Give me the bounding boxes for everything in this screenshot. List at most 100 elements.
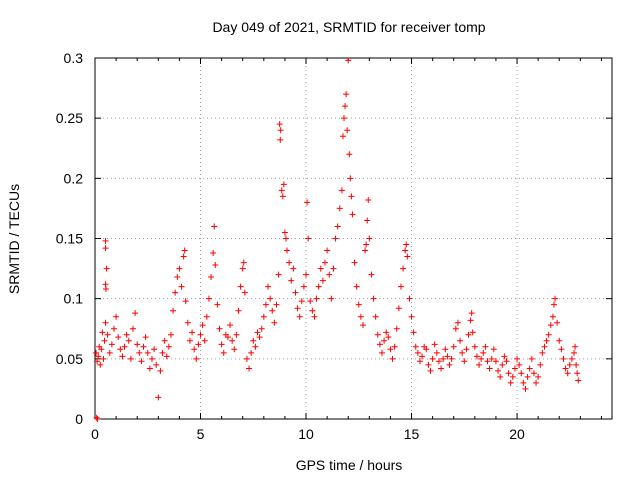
data-point	[275, 271, 282, 278]
data-point	[218, 341, 225, 348]
data-point	[438, 365, 445, 372]
data-point	[292, 289, 299, 296]
data-point	[573, 361, 580, 368]
data-point	[311, 313, 318, 320]
data-point	[176, 265, 183, 272]
data-point	[469, 329, 476, 336]
y-tick-label: 0.05	[56, 351, 83, 367]
data-point	[250, 337, 257, 344]
data-point	[332, 235, 339, 242]
data-point	[129, 325, 136, 332]
x-tick-label: 20	[509, 426, 525, 442]
data-point	[282, 235, 289, 242]
data-point	[490, 346, 497, 353]
data-point	[427, 367, 434, 374]
data-point	[271, 319, 278, 326]
data-point	[501, 353, 508, 360]
data-point	[260, 313, 267, 320]
data-point	[227, 322, 234, 329]
data-point	[381, 337, 388, 344]
data-point	[237, 283, 244, 290]
data-point	[233, 331, 240, 338]
data-point	[220, 349, 227, 356]
data-point	[484, 358, 491, 365]
data-point	[178, 283, 185, 290]
data-point	[365, 196, 372, 203]
data-point	[425, 361, 432, 368]
data-point	[562, 365, 569, 372]
data-point	[539, 349, 546, 356]
data-point	[476, 361, 483, 368]
data-point	[526, 365, 533, 372]
data-point	[516, 361, 523, 368]
data-point	[452, 325, 459, 332]
data-point	[94, 358, 101, 365]
data-point	[564, 370, 571, 377]
data-point	[93, 414, 100, 421]
data-point	[345, 57, 352, 64]
data-point	[163, 353, 170, 360]
data-point	[497, 373, 504, 380]
data-point	[537, 361, 544, 368]
data-point	[571, 349, 578, 356]
data-point	[280, 181, 287, 188]
data-point	[239, 265, 246, 272]
data-point	[324, 247, 331, 254]
data-point	[463, 346, 470, 353]
data-point	[195, 341, 202, 348]
data-point	[514, 355, 521, 362]
data-point	[315, 283, 322, 290]
data-point	[231, 346, 238, 353]
data-point	[276, 121, 283, 128]
data-point	[334, 223, 341, 230]
data-point	[108, 341, 115, 348]
data-point	[269, 307, 276, 314]
data-point	[412, 343, 419, 350]
data-point	[294, 305, 301, 312]
data-point	[172, 289, 179, 296]
data-point	[102, 319, 109, 326]
data-point	[423, 346, 430, 353]
chart-title: Day 049 of 2021, SRMTID for receiver tom…	[212, 19, 485, 35]
data-point	[480, 349, 487, 356]
data-point	[265, 283, 272, 290]
data-point	[212, 261, 219, 268]
data-point	[326, 271, 333, 278]
data-point	[300, 283, 307, 290]
data-point	[313, 295, 320, 302]
data-point	[554, 319, 561, 326]
data-point	[146, 365, 153, 372]
data-point	[241, 289, 248, 296]
data-point	[180, 253, 187, 260]
data-point	[509, 373, 516, 380]
data-point	[520, 379, 527, 386]
y-tick-label: 0.1	[64, 291, 84, 307]
x-tick-label: 10	[298, 426, 314, 442]
data-point	[132, 310, 139, 317]
data-point	[103, 265, 110, 272]
data-point	[486, 365, 493, 372]
data-point	[277, 127, 284, 134]
data-point	[403, 241, 410, 248]
data-point	[256, 334, 263, 341]
data-point	[351, 259, 358, 266]
data-point	[511, 365, 518, 372]
data-point	[248, 349, 255, 356]
data-point	[211, 223, 218, 230]
data-point	[102, 245, 109, 252]
data-point	[389, 355, 396, 362]
data-point	[309, 307, 316, 314]
data-points	[93, 57, 582, 422]
data-point	[416, 358, 423, 365]
data-point	[243, 355, 250, 362]
data-point	[473, 353, 480, 360]
y-tick-label: 0.15	[56, 231, 83, 247]
data-point	[93, 349, 100, 356]
data-point	[182, 298, 189, 305]
data-point	[568, 355, 575, 362]
data-point	[374, 331, 381, 338]
data-point	[201, 337, 208, 344]
data-point	[142, 334, 149, 341]
data-point	[317, 265, 324, 272]
data-point	[115, 334, 122, 341]
